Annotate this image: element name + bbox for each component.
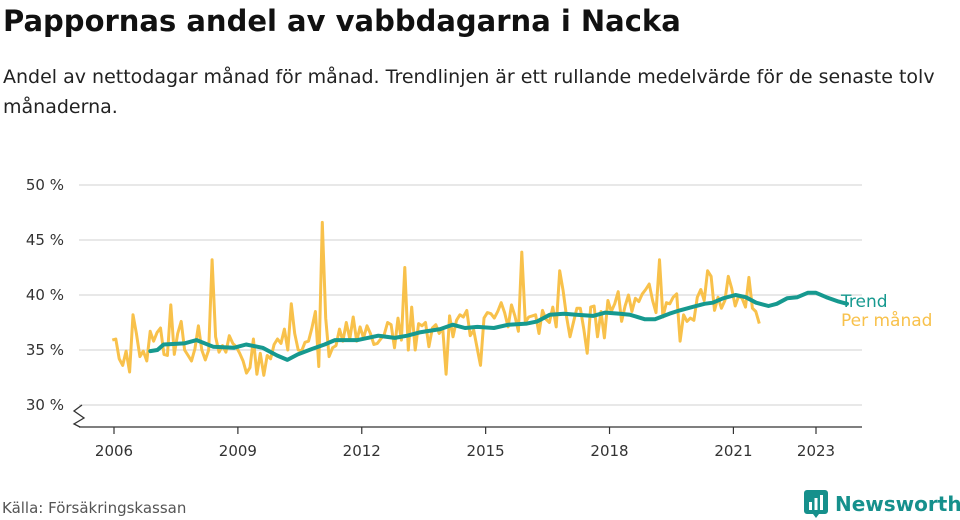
series-line-trend	[148, 290, 849, 362]
x-tick-label: 2006	[95, 442, 133, 460]
x-axis: 2006 2009 2012 2015 2018 2021 2023	[79, 426, 862, 460]
axis-break-zigzag	[72, 404, 86, 428]
x-tick-label: 2012	[343, 442, 381, 460]
x-tick-label: 2009	[219, 442, 257, 460]
newsworthy-logo-icon	[804, 490, 828, 518]
chart-title: Pappornas andel av vabbdagarna i Nacka	[3, 4, 681, 38]
y-tick-label: 35 %	[26, 341, 64, 359]
y-tick-label: 40 %	[26, 286, 64, 304]
series-label-trend: Trend	[840, 292, 888, 312]
x-tick-label: 2023	[797, 442, 835, 460]
series-lines	[111, 220, 849, 377]
series-label-per-manad: Per månad	[841, 310, 932, 331]
y-axis-ticks: 30 % 35 % 40 % 45 % 50 %	[26, 176, 64, 414]
y-axis-break-icon	[72, 404, 86, 428]
y-tick-label: 45 %	[26, 231, 64, 249]
source-note: Källa: Försäkringskassan	[2, 499, 187, 517]
brand-name: Newsworthy	[835, 492, 960, 516]
brand-logo: Newsworthy	[804, 489, 960, 519]
x-tick-label: 2021	[714, 442, 752, 460]
series-line-per-manad	[111, 220, 761, 377]
x-tick-label: 2015	[467, 442, 505, 460]
x-tick-label: 2018	[590, 442, 628, 460]
chart-subtitle: Andel av nettodagar månad för månad. Tre…	[3, 66, 935, 118]
y-tick-label: 50 %	[26, 176, 64, 194]
y-tick-label: 30 %	[26, 396, 64, 414]
